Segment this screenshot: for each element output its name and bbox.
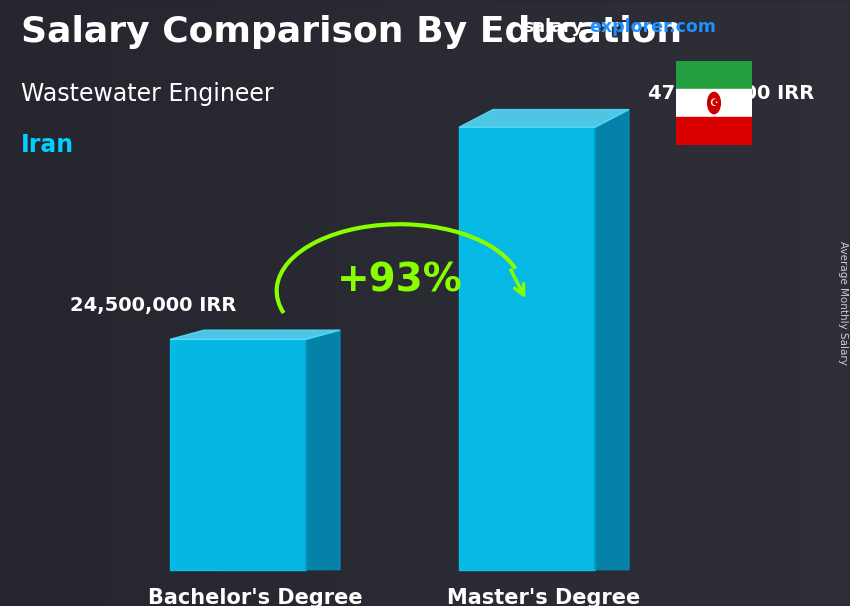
Bar (676, 89, 752, 117)
Text: salary: salary (523, 18, 582, 36)
Text: Master's Degree: Master's Degree (447, 588, 641, 606)
Bar (676, 117, 752, 145)
Text: Salary Comparison By Education: Salary Comparison By Education (21, 15, 683, 49)
Text: Iran: Iran (21, 133, 75, 158)
Text: Average Monthly Salary: Average Monthly Salary (838, 241, 848, 365)
Polygon shape (595, 110, 629, 570)
Text: 47,400,000 IRR: 47,400,000 IRR (648, 84, 814, 103)
Polygon shape (459, 110, 629, 127)
Bar (676, 61, 752, 89)
Polygon shape (306, 330, 340, 570)
Polygon shape (170, 330, 340, 339)
Text: +93%: +93% (337, 261, 462, 299)
Text: Bachelor's Degree: Bachelor's Degree (148, 588, 362, 606)
Text: explorer.com: explorer.com (589, 18, 716, 36)
Text: ☪: ☪ (710, 98, 718, 108)
Polygon shape (170, 339, 306, 570)
Polygon shape (459, 127, 595, 570)
Circle shape (707, 92, 720, 114)
Text: 24,500,000 IRR: 24,500,000 IRR (70, 296, 236, 315)
Text: Wastewater Engineer: Wastewater Engineer (21, 82, 274, 106)
